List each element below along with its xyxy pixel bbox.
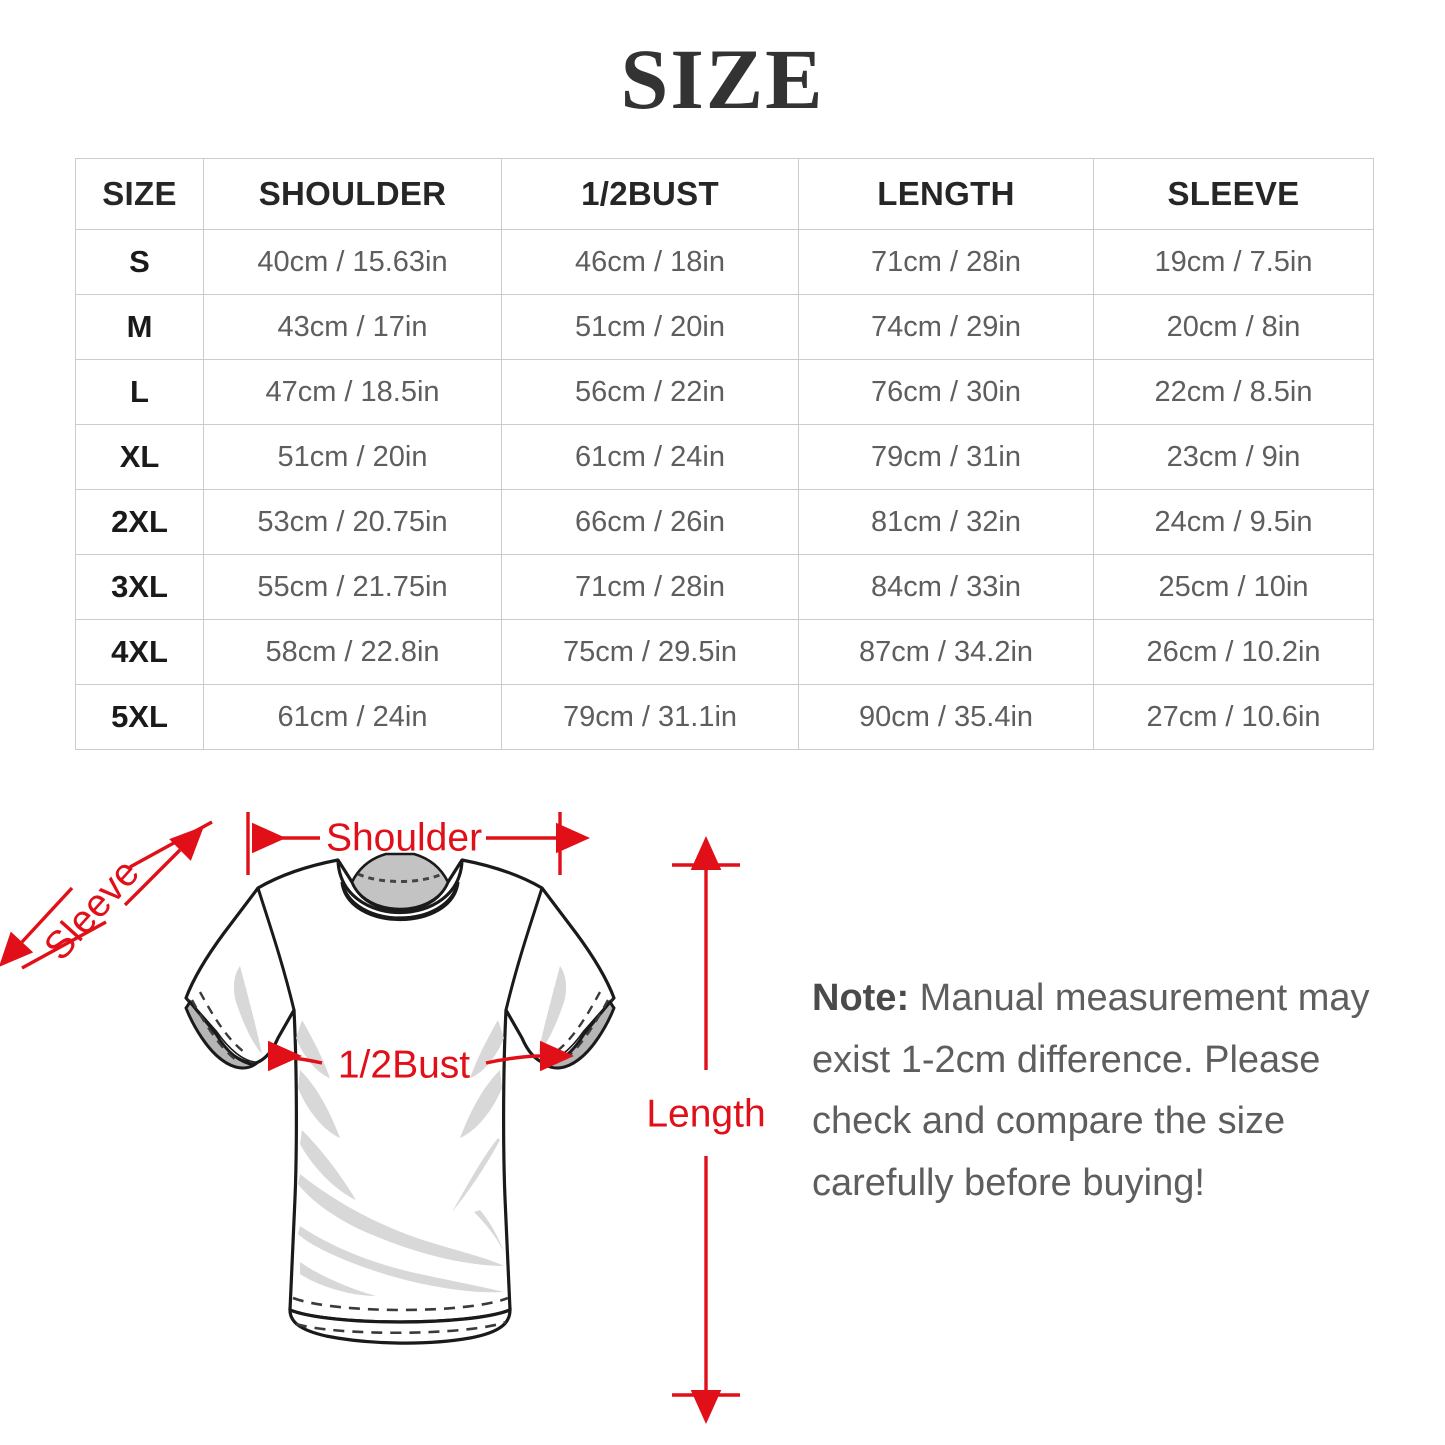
cell-sleeve: 26cm / 10.2in <box>1093 619 1374 685</box>
cell-size: 5XL <box>75 684 204 750</box>
table-row: L 47cm / 18.5in 56cm / 22in 76cm / 30in … <box>75 359 1374 425</box>
cell-length: 84cm / 33in <box>798 554 1094 620</box>
page-title: SIZE <box>620 31 825 127</box>
bust-measurement: 1/2Bust <box>267 1040 574 1087</box>
fabric-wrinkles <box>233 966 567 1296</box>
cell-length: 76cm / 30in <box>798 359 1094 425</box>
left-shoulder-seam <box>256 887 296 1011</box>
hem-stitch-lower <box>295 1320 507 1335</box>
cell-length: 81cm / 32in <box>798 489 1094 555</box>
column-header-size: SIZE <box>75 158 204 230</box>
cell-shoulder: 51cm / 20in <box>203 424 502 490</box>
collar-inner-stitch <box>357 872 443 883</box>
size-chart-container: SIZE SHOULDER 1/2BUST LENGTH SLEEVE S 40… <box>75 158 1374 750</box>
cell-bust: 66cm / 26in <box>501 489 799 555</box>
length-label: Length <box>646 1093 765 1136</box>
table-row: M 43cm / 17in 51cm / 20in 74cm / 29in 20… <box>75 294 1374 360</box>
cell-bust: 79cm / 31.1in <box>501 684 799 750</box>
cell-length: 79cm / 31in <box>798 424 1094 490</box>
cell-shoulder: 43cm / 17in <box>203 294 502 360</box>
cell-length: 74cm / 29in <box>798 294 1094 360</box>
cell-sleeve: 24cm / 9.5in <box>1093 489 1374 555</box>
left-cuff-stitch2 <box>190 999 237 1061</box>
table-row: 2XL 53cm / 20.75in 66cm / 26in 81cm / 32… <box>75 489 1374 555</box>
cell-bust: 75cm / 29.5in <box>501 619 799 685</box>
column-header-length: LENGTH <box>798 158 1094 230</box>
note-label: Note: <box>812 977 910 1019</box>
cell-bust: 56cm / 22in <box>501 359 799 425</box>
cell-shoulder: 53cm / 20.75in <box>203 489 502 555</box>
collar-interior <box>350 852 450 911</box>
cell-bust: 46cm / 18in <box>501 229 799 295</box>
cell-size: M <box>75 294 204 360</box>
cell-bust: 51cm / 20in <box>501 294 799 360</box>
tshirt-measurement-diagram: Shoulder Sleeve 1/2Bust Length <box>0 770 800 1445</box>
bottom-hem-outline <box>288 1307 512 1345</box>
tshirt-illustration <box>184 852 616 1345</box>
cell-sleeve: 22cm / 8.5in <box>1093 359 1374 425</box>
cell-shoulder: 58cm / 22.8in <box>203 619 502 685</box>
cell-sleeve: 23cm / 9in <box>1093 424 1374 490</box>
table-row: 3XL 55cm / 21.75in 71cm / 28in 84cm / 33… <box>75 554 1374 620</box>
cell-sleeve: 20cm / 8in <box>1093 294 1374 360</box>
sleeve-arrow-upper <box>123 825 205 907</box>
right-shoulder-seam <box>504 887 544 1011</box>
sleeve-measurement: Sleeve <box>0 820 213 970</box>
bust-arrow-left <box>267 1040 323 1072</box>
shoulder-label: Shoulder <box>326 817 482 860</box>
bust-arrow-right <box>485 1040 574 1072</box>
cell-shoulder: 47cm / 18.5in <box>203 359 502 425</box>
note-block: Note: Manual measurement may exist 1-2cm… <box>812 968 1387 1214</box>
length-measurement: Length <box>646 836 766 1424</box>
column-header-bust: 1/2BUST <box>501 158 799 230</box>
table-row: XL 51cm / 20in 61cm / 24in 79cm / 31in 2… <box>75 424 1374 490</box>
cell-sleeve: 25cm / 10in <box>1093 554 1374 620</box>
cell-size: 3XL <box>75 554 204 620</box>
column-header-shoulder: SHOULDER <box>203 158 502 230</box>
cell-size: 4XL <box>75 619 204 685</box>
table-header-row: SIZE SHOULDER 1/2BUST LENGTH SLEEVE <box>75 158 1374 230</box>
table-row: 4XL 58cm / 22.8in 75cm / 29.5in 87cm / 3… <box>75 619 1374 685</box>
sleeve-tick-lower <box>21 920 107 970</box>
collar-outer-edge <box>336 859 464 914</box>
cell-size: S <box>75 229 204 295</box>
cell-length: 71cm / 28in <box>798 229 1094 295</box>
cell-shoulder: 40cm / 15.63in <box>203 229 502 295</box>
shoulder-measurement: Shoulder <box>246 812 590 875</box>
column-header-sleeve: SLEEVE <box>1093 158 1374 230</box>
cell-size: 2XL <box>75 489 204 555</box>
cell-sleeve: 19cm / 7.5in <box>1093 229 1374 295</box>
table-row: 5XL 61cm / 24in 79cm / 31.1in 90cm / 35.… <box>75 684 1374 750</box>
cell-shoulder: 61cm / 24in <box>203 684 502 750</box>
cell-sleeve: 27cm / 10.6in <box>1093 684 1374 750</box>
bust-label: 1/2Bust <box>338 1044 470 1087</box>
cell-shoulder: 55cm / 21.75in <box>203 554 502 620</box>
cell-length: 87cm / 34.2in <box>798 619 1094 685</box>
cell-length: 90cm / 35.4in <box>798 684 1094 750</box>
cell-bust: 61cm / 24in <box>501 424 799 490</box>
hem-stitch-upper <box>292 1296 509 1312</box>
cell-size: L <box>75 359 204 425</box>
note-text: Manual measurement may exist 1-2cm diffe… <box>812 977 1370 1204</box>
sleeve-arrow-lower <box>0 886 74 967</box>
table-row: S 40cm / 15.63in 46cm / 18in 71cm / 28in… <box>75 229 1374 295</box>
size-chart-table: SIZE SHOULDER 1/2BUST LENGTH SLEEVE S 40… <box>75 158 1374 750</box>
cell-bust: 71cm / 28in <box>501 554 799 620</box>
left-cuff-stitch <box>198 991 245 1053</box>
tshirt-body-outline <box>184 858 616 1324</box>
cell-size: XL <box>75 424 204 490</box>
